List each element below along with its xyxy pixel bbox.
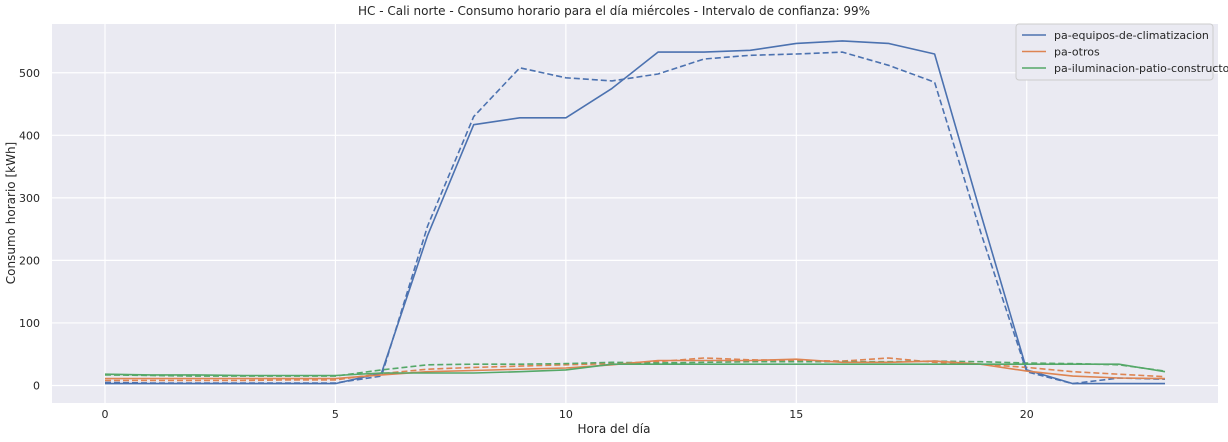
series-line-1: [105, 358, 1166, 380]
legend-label-2: pa-iluminacion-patio-constructor: [1054, 62, 1228, 75]
y-axis-label: Consumo horario [kWh]: [4, 142, 18, 284]
x-tick-label: 10: [559, 408, 573, 421]
y-tick-label: 300: [19, 192, 40, 205]
y-tick-label: 100: [19, 317, 40, 330]
solid-series-lines: [104, 40, 1166, 385]
x-tick-label: 0: [102, 408, 109, 421]
x-tick-labels: 0 5 10 15 20: [102, 408, 1034, 421]
legend-label-1: pa-otros: [1054, 46, 1100, 59]
chart-title: HC - Cali norte - Consumo horario para e…: [358, 4, 870, 18]
grid-lines: [52, 24, 1218, 403]
x-axis-label: Hora del día: [578, 422, 651, 436]
y-tick-label: 200: [19, 254, 40, 267]
legend: pa-equipos-de-climatizacion pa-otros pa-il…: [1015, 23, 1228, 81]
x-tick-label: 15: [789, 408, 803, 421]
plot-area: [52, 24, 1218, 403]
y-tick-label: 400: [19, 129, 40, 142]
series-line-2: [104, 363, 1166, 377]
y-tick-label: 500: [19, 67, 40, 80]
legend-label-0: pa-equipos-de-climatizacion: [1054, 29, 1209, 42]
y-tick-labels: 0 100 200 300 400 500: [19, 67, 40, 393]
legend-box: [1015, 23, 1214, 81]
x-tick-label: 5: [332, 408, 339, 421]
x-tick-label: 20: [1020, 408, 1034, 421]
series-line-0: [105, 40, 1165, 385]
y-tick-label: 0: [33, 379, 40, 392]
